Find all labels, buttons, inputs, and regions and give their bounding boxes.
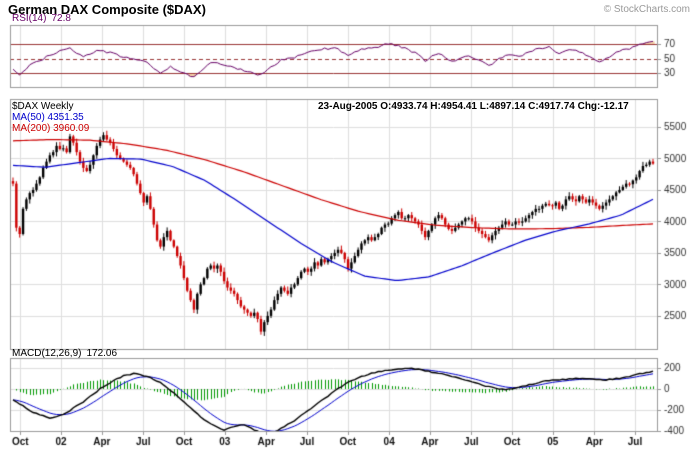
- rsi-legend: RSI(14) 72.8: [12, 14, 71, 24]
- symbol-timeframe-label: $DAX Weekly: [12, 101, 74, 112]
- copyright-text: © StockCharts.com: [603, 4, 690, 15]
- macd-legend: MACD(12,26,9) 172.06: [12, 349, 117, 359]
- macd-value: 172.06: [86, 348, 118, 359]
- chart-title: German DAX Composite ($DAX): [8, 2, 206, 17]
- ohlc-quote-line: 23-Aug-2005 O:4933.74 H:4954.41 L:4897.1…: [318, 101, 629, 112]
- ma50-legend: MA(50) 4351.35: [12, 112, 84, 123]
- ma200-legend: MA(200) 3960.09: [12, 123, 90, 134]
- rsi-indicator-label: RSI(14): [12, 13, 47, 24]
- macd-indicator-label: MACD(12,26,9): [12, 348, 82, 359]
- rsi-value: 72.8: [51, 13, 71, 24]
